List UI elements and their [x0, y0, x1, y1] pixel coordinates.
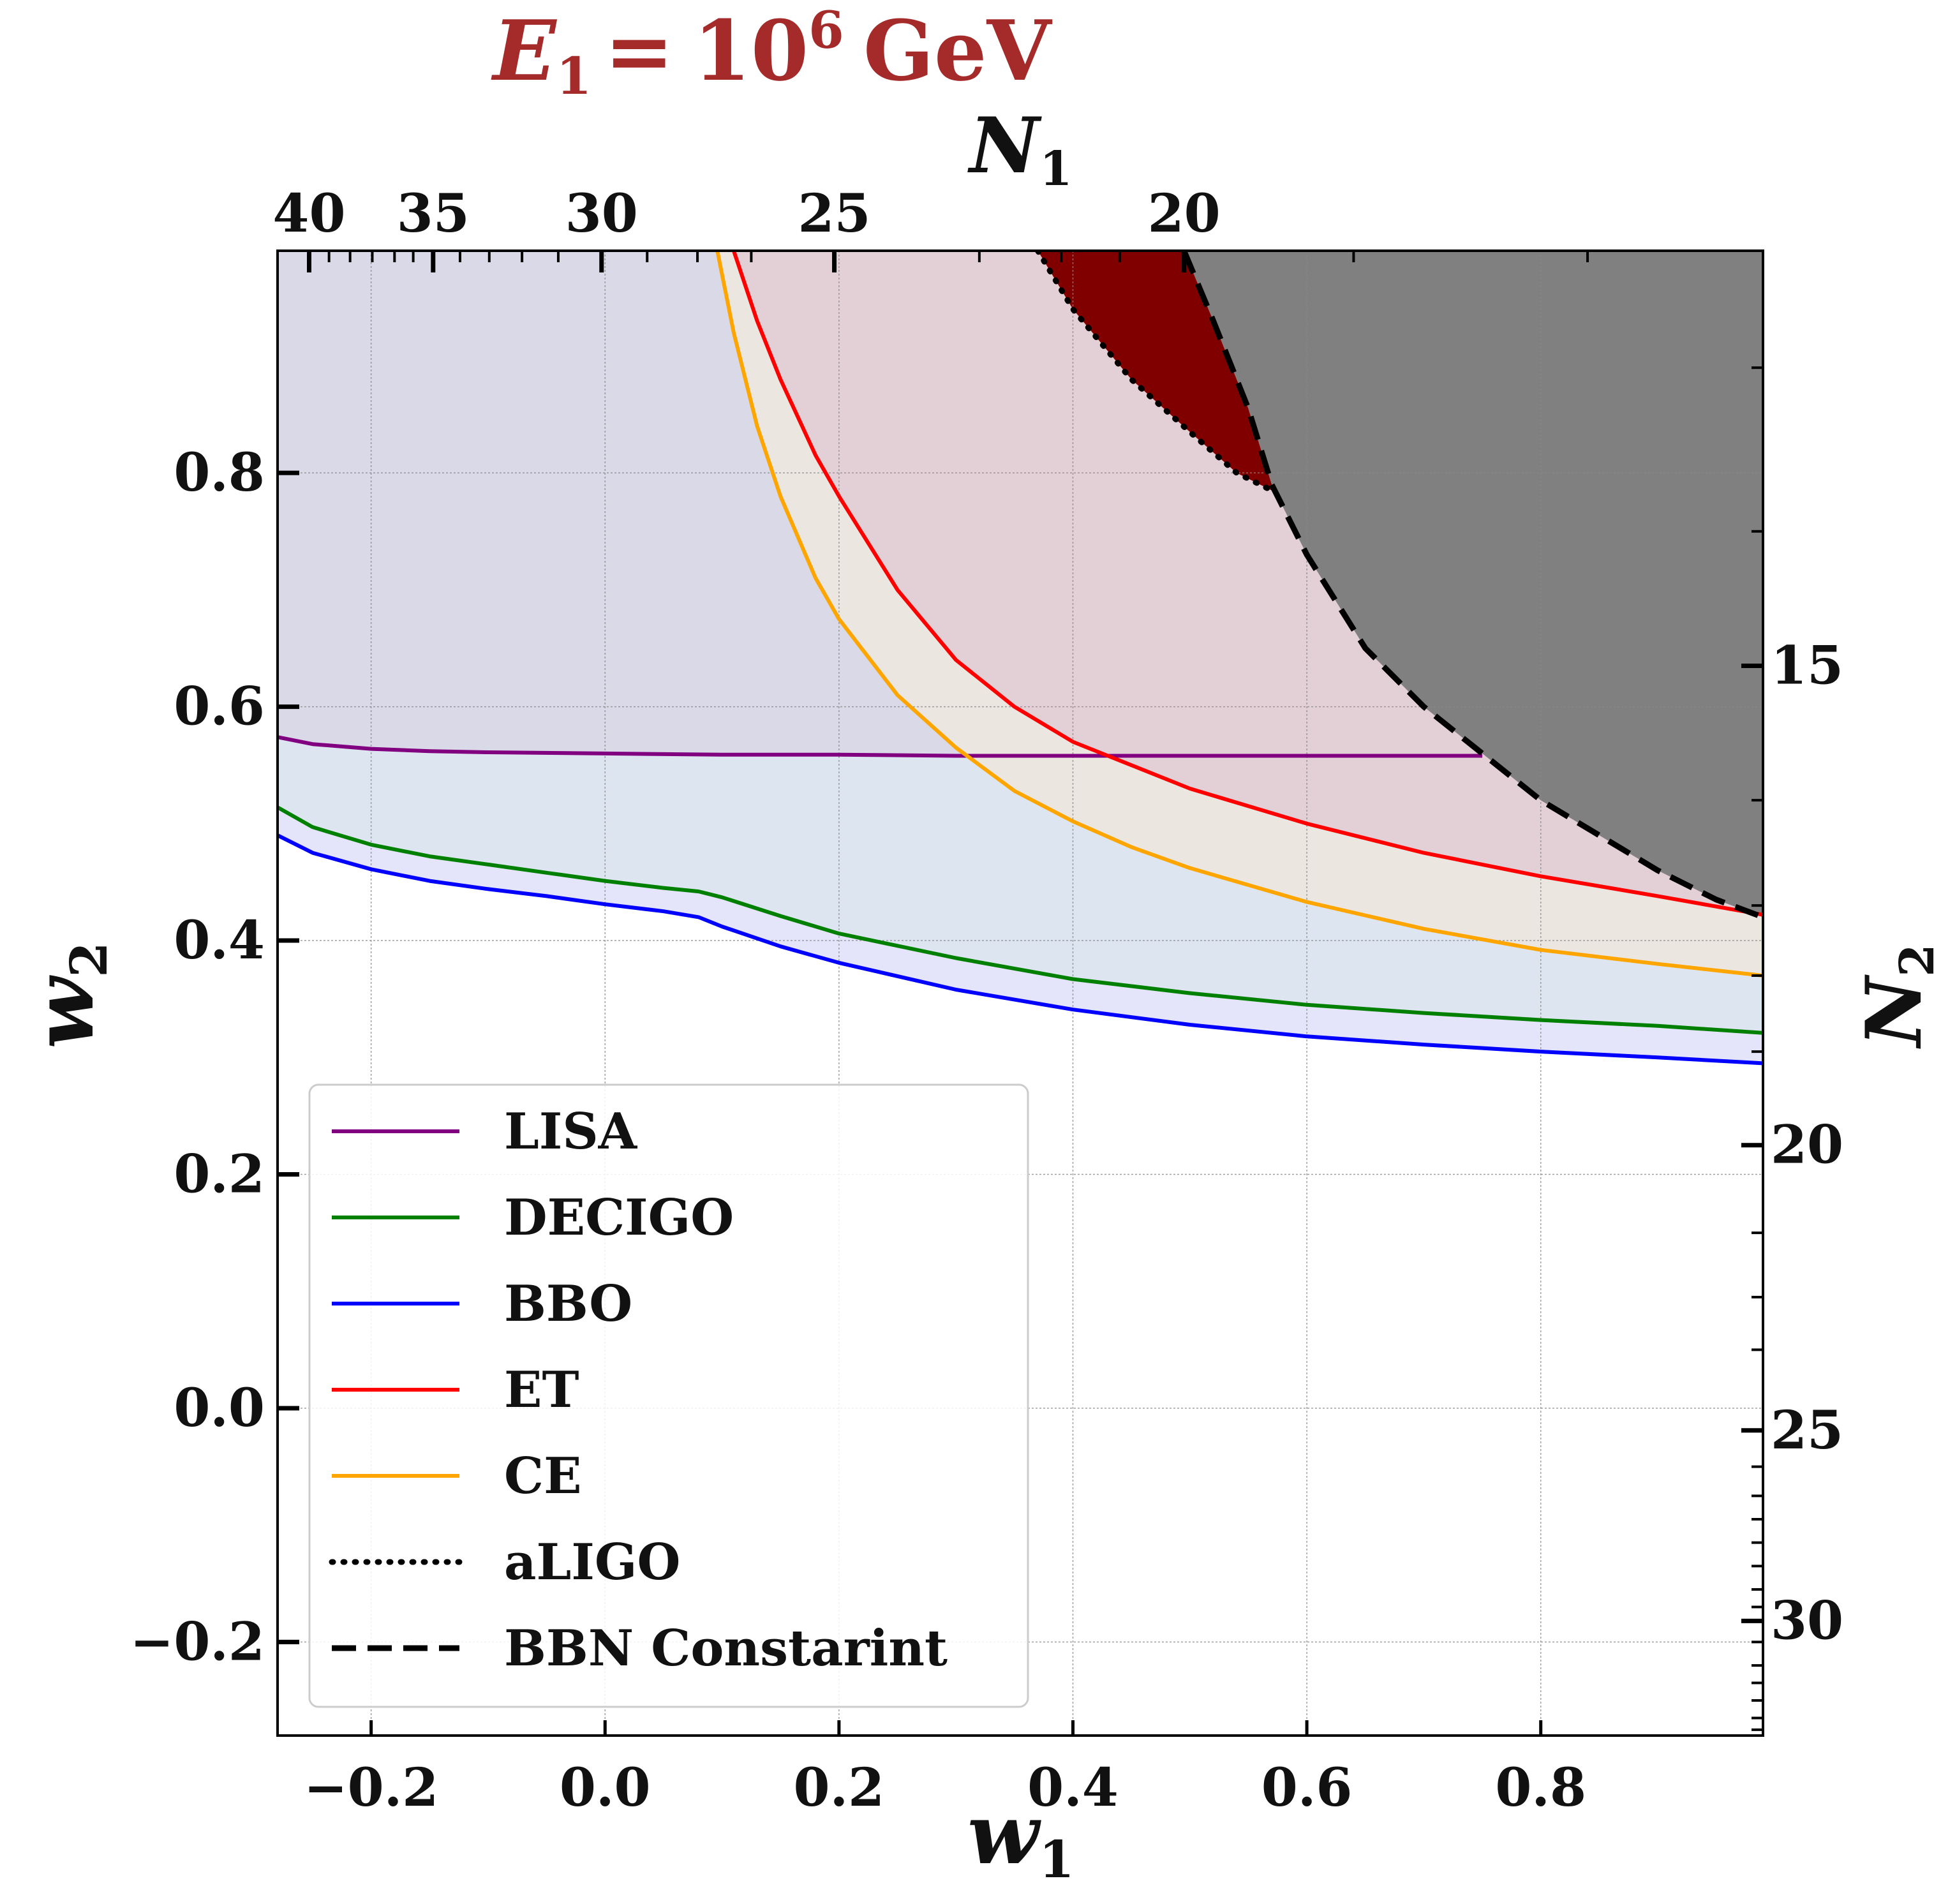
region-aligo	[1038, 251, 1272, 491]
region-bbn-excluded	[1184, 251, 1763, 918]
top-axis-label-symbol: N	[967, 101, 1042, 191]
y-axis-label-subscript: 2	[59, 942, 119, 978]
series-lines	[278, 251, 1763, 1066]
legend: LISA DECIGO BBO ET CE aLIGO BBN Constarint	[308, 1083, 1029, 1708]
legend-label-bbo: BBO	[504, 1275, 632, 1333]
x-axis-label-subscript: 1	[1039, 1829, 1075, 1889]
x-axis-label: w1	[967, 1785, 1075, 1889]
legend-label-ce: CE	[504, 1447, 582, 1505]
right-tick-label-0: 15	[1771, 635, 1843, 696]
x-axis-label-symbol: w	[967, 1785, 1041, 1883]
legend-label-lisa: LISA	[504, 1103, 638, 1161]
y-tick-label-2: 0.2	[174, 1144, 265, 1205]
series-line-lisa	[278, 735, 1483, 758]
shaded-regions	[278, 251, 1763, 1064]
plot-frame	[276, 249, 1764, 1737]
legend-label-aligo: aLIGO	[504, 1533, 680, 1591]
series-line-bbn-constarint	[1181, 251, 1763, 920]
title-base: 10	[693, 2, 808, 100]
y-axis-label: w2	[15, 942, 119, 1049]
right-axis-label: N2	[1849, 944, 1934, 1049]
title-equals: =	[604, 2, 674, 100]
right-tick-label-1: 20	[1771, 1115, 1843, 1176]
top-axis-label-subscript: 1	[1039, 142, 1073, 197]
y-axis-label-symbol: w	[15, 975, 112, 1049]
legend-label-bbn-constarint: BBN Constarint	[504, 1619, 948, 1677]
series-line-ce	[715, 251, 1763, 978]
legend-label-et: ET	[504, 1361, 579, 1419]
top-tick-label-2: 30	[565, 183, 638, 244]
title-unit: GeV	[863, 2, 1053, 100]
series-line-decigo	[278, 805, 1763, 1035]
top-tick-label-3: 25	[798, 183, 870, 244]
y-tick-label-1: 0.0	[174, 1378, 265, 1439]
x-tick-label-2: 0.2	[794, 1757, 885, 1818]
title-subscript: 1	[556, 46, 592, 106]
legend-box	[308, 1083, 1029, 1708]
legend-entries: LISA DECIGO BBO ET CE aLIGO BBN Constarint	[329, 1103, 948, 1677]
title-symbol: E	[491, 2, 558, 100]
y-tick-label-0: −0.2	[130, 1611, 265, 1672]
x-tick-label-5: 0.8	[1495, 1757, 1586, 1818]
y-tick-label-4: 0.6	[174, 676, 265, 738]
top-axis-label: N1	[967, 101, 1072, 197]
y-tick-label-5: 0.8	[174, 442, 265, 503]
right-tick-label-3: 30	[1771, 1590, 1843, 1651]
right-axis-label-symbol: N	[1849, 974, 1934, 1050]
right-tick-label-2: 25	[1771, 1400, 1843, 1461]
right-axis-label-subscript: 2	[1890, 944, 1934, 977]
y-tick-label-3: 0.4	[174, 910, 265, 971]
series-line-et	[732, 251, 1763, 917]
title-exponent: 6	[808, 0, 844, 60]
top-tick-label-4: 20	[1148, 183, 1221, 244]
x-tick-label-1: 0.0	[560, 1757, 651, 1818]
top-tick-label-0: 40	[272, 183, 345, 244]
axis-ticks: −0.2 0.0 0.2 0.4 0.6 0.8 −0.2 0.0 0.2 0.4 0.6 0.8 40…	[130, 183, 1844, 1818]
legend-label-decigo: DECIGO	[504, 1189, 734, 1247]
x-tick-label-4: 0.6	[1261, 1757, 1353, 1818]
top-tick-label-1: 35	[397, 183, 470, 244]
x-tick-label-3: 0.4	[1027, 1757, 1119, 1818]
chart-title: E1 = 106 GeV	[491, 0, 1053, 106]
series-line-bbo	[278, 833, 1763, 1066]
x-tick-label-0: −0.2	[304, 1757, 438, 1818]
series-line-aligo	[1035, 251, 1275, 494]
